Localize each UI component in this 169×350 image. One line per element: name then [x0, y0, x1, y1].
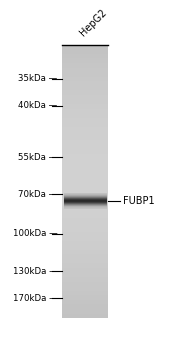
Bar	[62, 108, 108, 113]
Bar	[62, 291, 108, 295]
Text: HepG2: HepG2	[78, 7, 109, 38]
Bar	[62, 273, 108, 277]
Bar	[62, 45, 108, 49]
Text: 35kDa —: 35kDa —	[18, 74, 57, 83]
Bar	[62, 72, 108, 77]
Bar	[62, 277, 108, 282]
Bar	[62, 232, 108, 236]
Bar	[62, 213, 108, 218]
Bar	[62, 304, 108, 309]
Bar	[62, 81, 108, 86]
Bar	[62, 104, 108, 108]
Bar	[62, 181, 108, 186]
Bar	[62, 282, 108, 286]
Bar	[62, 222, 108, 227]
Text: 130kDa —: 130kDa —	[13, 267, 57, 276]
Text: 70kDa —: 70kDa —	[18, 190, 57, 199]
Bar	[62, 295, 108, 300]
Bar	[62, 199, 108, 204]
Bar	[62, 54, 108, 58]
Bar	[62, 63, 108, 68]
Text: FUBP1: FUBP1	[123, 196, 155, 206]
Bar	[62, 218, 108, 222]
Bar	[62, 49, 108, 54]
Bar	[62, 227, 108, 232]
Bar	[62, 131, 108, 136]
Bar	[62, 136, 108, 140]
Bar	[62, 241, 108, 245]
Bar	[62, 58, 108, 63]
Bar	[62, 186, 108, 190]
Bar	[62, 177, 108, 181]
Bar	[62, 159, 108, 163]
Bar	[62, 168, 108, 172]
Bar	[62, 259, 108, 264]
Bar	[62, 140, 108, 145]
Bar	[62, 236, 108, 241]
Bar	[62, 127, 108, 131]
Bar	[62, 190, 108, 195]
Bar	[62, 254, 108, 259]
Bar	[62, 163, 108, 168]
Text: 100kDa —: 100kDa —	[13, 229, 57, 238]
Bar	[62, 204, 108, 209]
Bar	[62, 118, 108, 122]
Bar	[62, 68, 108, 72]
Bar	[62, 300, 108, 304]
Text: 170kDa —: 170kDa —	[13, 294, 57, 303]
Bar	[62, 286, 108, 291]
Bar	[62, 268, 108, 273]
Bar	[62, 195, 108, 199]
Bar	[62, 86, 108, 90]
Bar	[62, 314, 108, 318]
Bar	[62, 122, 108, 127]
Bar	[62, 309, 108, 314]
Bar	[62, 209, 108, 213]
Bar	[62, 172, 108, 177]
Bar	[62, 154, 108, 159]
Text: 55kDa —: 55kDa —	[18, 153, 57, 162]
Bar	[62, 77, 108, 81]
Bar	[62, 149, 108, 154]
Bar	[62, 145, 108, 149]
Bar	[62, 95, 108, 99]
Bar	[62, 245, 108, 250]
Text: 40kDa —: 40kDa —	[18, 102, 57, 110]
Bar	[62, 90, 108, 95]
Bar	[62, 99, 108, 104]
Bar	[62, 264, 108, 268]
Bar	[62, 113, 108, 118]
Bar	[62, 250, 108, 254]
